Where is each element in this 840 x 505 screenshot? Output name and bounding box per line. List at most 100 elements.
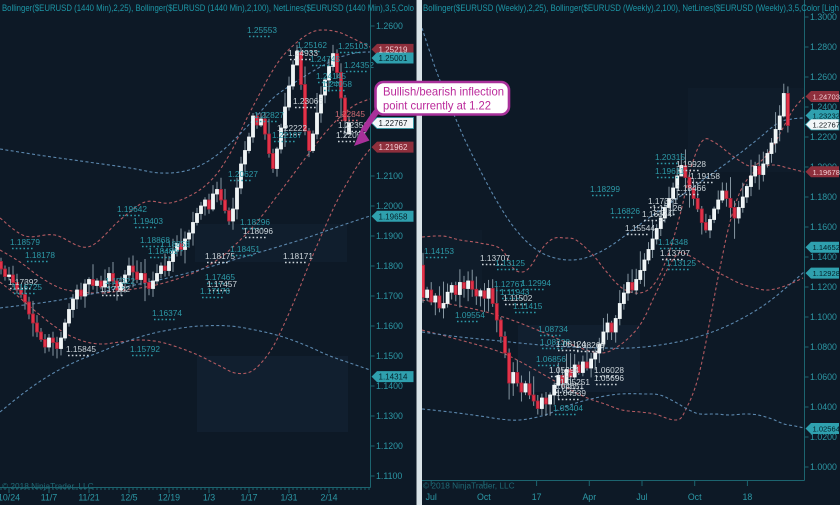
svg-text:Oct: Oct bbox=[477, 492, 491, 502]
svg-text:1.15792: 1.15792 bbox=[130, 344, 160, 354]
svg-text:17: 17 bbox=[532, 492, 542, 502]
svg-text:11/21: 11/21 bbox=[78, 493, 99, 503]
svg-text:1.14652: 1.14652 bbox=[813, 243, 840, 252]
svg-text:Jul: Jul bbox=[636, 492, 647, 502]
svg-text:Jul: Jul bbox=[426, 492, 437, 502]
svg-text:1.1600: 1.1600 bbox=[376, 321, 403, 331]
svg-text:1.3000: 1.3000 bbox=[810, 12, 837, 22]
svg-text:1.1400: 1.1400 bbox=[810, 252, 837, 262]
svg-text:1.20627: 1.20627 bbox=[228, 169, 258, 179]
svg-text:1.16826: 1.16826 bbox=[610, 206, 640, 216]
svg-text:1.22222: 1.22222 bbox=[277, 123, 307, 133]
svg-text:1.1800: 1.1800 bbox=[810, 192, 837, 202]
svg-text:1.2800: 1.2800 bbox=[810, 42, 837, 52]
svg-text:1.16725: 1.16725 bbox=[12, 282, 42, 292]
svg-text:1.11502: 1.11502 bbox=[503, 293, 533, 303]
svg-text:1.17392: 1.17392 bbox=[8, 277, 38, 287]
svg-text:1.19611: 1.19611 bbox=[655, 166, 685, 176]
svg-text:1.25103: 1.25103 bbox=[338, 41, 368, 51]
svg-text:1.09554: 1.09554 bbox=[455, 310, 485, 320]
svg-text:1.23232: 1.23232 bbox=[813, 112, 840, 121]
svg-text:1.24745: 1.24745 bbox=[310, 54, 340, 64]
svg-text:1.11415: 1.11415 bbox=[513, 301, 543, 311]
svg-text:1.19642: 1.19642 bbox=[117, 204, 147, 214]
svg-text:1.05251: 1.05251 bbox=[560, 377, 590, 387]
svg-text:1.24145: 1.24145 bbox=[316, 71, 346, 81]
svg-text:1.18296: 1.18296 bbox=[240, 217, 270, 227]
svg-text:1.20315: 1.20315 bbox=[655, 152, 685, 162]
svg-text:1.18299: 1.18299 bbox=[590, 184, 620, 194]
svg-text:Apr: Apr bbox=[582, 492, 596, 502]
svg-text:1.25001: 1.25001 bbox=[379, 54, 408, 63]
svg-text:1.1200: 1.1200 bbox=[810, 282, 837, 292]
svg-text:1.19928: 1.19928 bbox=[676, 159, 706, 169]
svg-text:1.25553: 1.25553 bbox=[247, 25, 277, 35]
svg-text:1.15544: 1.15544 bbox=[625, 223, 655, 233]
svg-text:1.0800: 1.0800 bbox=[810, 342, 837, 352]
svg-text:1.13125: 1.13125 bbox=[495, 258, 525, 268]
svg-text:1.13707: 1.13707 bbox=[480, 253, 510, 263]
svg-text:1.16374: 1.16374 bbox=[642, 209, 672, 219]
svg-text:1.02564: 1.02564 bbox=[813, 425, 840, 434]
svg-text:1.04651: 1.04651 bbox=[554, 381, 584, 391]
svg-text:1.06856: 1.06856 bbox=[536, 354, 566, 364]
svg-text:1.25162: 1.25162 bbox=[297, 40, 327, 50]
svg-text:1.08238: 1.08238 bbox=[540, 337, 570, 347]
svg-text:1.17132: 1.17132 bbox=[100, 284, 130, 294]
svg-text:1.08734: 1.08734 bbox=[538, 324, 568, 334]
svg-text:1.06028: 1.06028 bbox=[594, 365, 624, 375]
svg-text:1.16374: 1.16374 bbox=[152, 308, 182, 318]
svg-text:1.1700: 1.1700 bbox=[376, 291, 403, 301]
svg-text:1.1900: 1.1900 bbox=[376, 231, 403, 241]
svg-text:1.0600: 1.0600 bbox=[810, 372, 837, 382]
svg-text:1.11943: 1.11943 bbox=[500, 287, 530, 297]
svg-text:1.0200: 1.0200 bbox=[810, 432, 837, 442]
svg-text:1.1100: 1.1100 bbox=[376, 471, 402, 481]
svg-text:1.18466: 1.18466 bbox=[676, 183, 706, 193]
svg-text:1.24933: 1.24933 bbox=[288, 48, 318, 58]
svg-text:1.08124: 1.08124 bbox=[556, 339, 586, 349]
svg-text:1.2000: 1.2000 bbox=[376, 201, 403, 211]
svg-text:1.18868: 1.18868 bbox=[140, 235, 170, 245]
svg-text:11/7: 11/7 bbox=[41, 493, 58, 503]
svg-text:1.05394: 1.05394 bbox=[549, 365, 579, 375]
svg-text:1.1200: 1.1200 bbox=[376, 441, 403, 451]
svg-text:1.14153: 1.14153 bbox=[424, 246, 454, 256]
svg-text:1.19158: 1.19158 bbox=[690, 171, 720, 181]
svg-text:18: 18 bbox=[743, 492, 753, 502]
svg-text:1/17: 1/17 bbox=[240, 493, 257, 503]
svg-text:1.1800: 1.1800 bbox=[376, 261, 403, 271]
svg-text:10/24: 10/24 bbox=[0, 493, 20, 503]
svg-text:Oct: Oct bbox=[688, 492, 702, 502]
svg-text:1.13125: 1.13125 bbox=[666, 258, 696, 268]
svg-text:1.23066: 1.23066 bbox=[293, 96, 323, 106]
svg-text:1.2200: 1.2200 bbox=[810, 132, 837, 142]
svg-text:1/3: 1/3 bbox=[203, 493, 215, 503]
svg-text:Bollinger($EURUSD (1440 Min),2: Bollinger($EURUSD (1440 Min),2,25), Boll… bbox=[2, 3, 414, 13]
svg-text:1.18481: 1.18481 bbox=[148, 246, 178, 256]
svg-text:1.22767: 1.22767 bbox=[379, 119, 408, 128]
svg-text:1.2400: 1.2400 bbox=[810, 102, 837, 112]
svg-text:1.17322: 1.17322 bbox=[105, 276, 135, 286]
svg-text:1.12994: 1.12994 bbox=[521, 278, 551, 288]
svg-text:12/19: 12/19 bbox=[158, 493, 180, 503]
svg-text:1.19403: 1.19403 bbox=[133, 216, 163, 226]
svg-text:1.18579: 1.18579 bbox=[10, 237, 40, 247]
svg-text:1.22351: 1.22351 bbox=[338, 120, 368, 130]
svg-text:1.1500: 1.1500 bbox=[376, 351, 403, 361]
svg-text:1.0400: 1.0400 bbox=[810, 402, 837, 412]
svg-text:Bollinger($EURUSD (Weekly),2,2: Bollinger($EURUSD (Weekly),2,25), Bollin… bbox=[423, 3, 839, 13]
svg-text:1.25219: 1.25219 bbox=[379, 45, 408, 54]
svg-text:1.1400: 1.1400 bbox=[376, 381, 403, 391]
svg-text:1.22767: 1.22767 bbox=[813, 121, 840, 130]
svg-text:1.17457: 1.17457 bbox=[207, 279, 237, 289]
svg-text:1.2100: 1.2100 bbox=[376, 171, 403, 181]
svg-text:2/14: 2/14 bbox=[320, 493, 337, 503]
svg-text:© 2018 NinjaTrader, LLC: © 2018 NinjaTrader, LLC bbox=[2, 481, 94, 491]
svg-text:1.05696: 1.05696 bbox=[594, 373, 624, 383]
svg-text:1.04539: 1.04539 bbox=[556, 388, 586, 398]
svg-text:1.15845: 1.15845 bbox=[66, 344, 96, 354]
svg-text:1.12928: 1.12928 bbox=[813, 269, 840, 278]
svg-text:point currently at 1.22: point currently at 1.22 bbox=[383, 99, 491, 113]
svg-text:1.22057: 1.22057 bbox=[336, 130, 366, 140]
